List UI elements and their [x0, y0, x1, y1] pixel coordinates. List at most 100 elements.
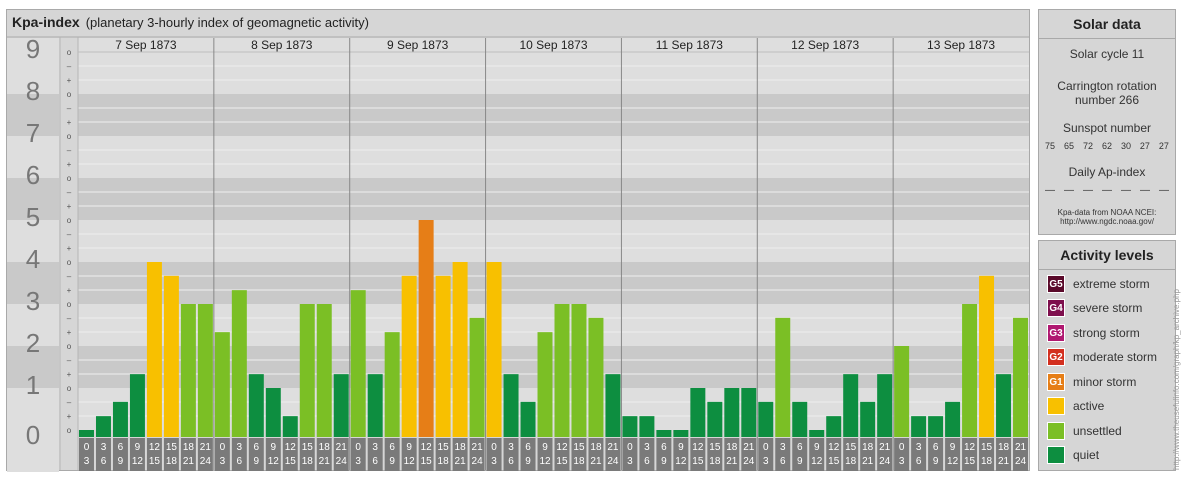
- hour-cell: [231, 438, 247, 471]
- kp-bar: [673, 430, 689, 437]
- sunspot-value: 30: [1120, 141, 1131, 151]
- y-subtick-label: –: [67, 188, 72, 197]
- hour-end-label: 3: [355, 456, 361, 467]
- y-subtick-label: +: [67, 244, 72, 253]
- hour-start-label: 15: [166, 442, 178, 453]
- hour-cell: [163, 438, 179, 471]
- hour-end-label: 15: [421, 456, 433, 467]
- kp-bar: [843, 374, 859, 437]
- hour-start-label: 21: [336, 442, 348, 453]
- hour-start-label: 21: [743, 442, 755, 453]
- hour-end-label: 6: [916, 456, 922, 467]
- legend-label: unsettled: [1073, 424, 1122, 438]
- hour-end-label: 9: [254, 456, 260, 467]
- y-subtick-label: o: [67, 300, 72, 309]
- hour-end-label: 9: [389, 456, 395, 467]
- hour-start-label: 3: [644, 442, 650, 453]
- y-tick-label: 5: [26, 202, 40, 232]
- hour-end-label: 6: [780, 456, 786, 467]
- y-tick-label: 1: [26, 370, 40, 400]
- day-label: 10 Sep 1873: [519, 38, 587, 52]
- hour-start-label: 3: [916, 442, 922, 453]
- sunspot-value: 27: [1139, 141, 1150, 151]
- hour-start-label: 9: [542, 442, 548, 453]
- hour-start-label: 0: [899, 442, 905, 453]
- chart-title: Kpa-index: [12, 14, 80, 30]
- hour-end-label: 12: [539, 456, 551, 467]
- legend-item-unsettled: unsettled: [1047, 421, 1122, 441]
- y-subtick-label: o: [67, 384, 72, 393]
- hour-cell: [911, 438, 927, 471]
- hour-start-label: 9: [271, 442, 277, 453]
- kp-bar: [112, 401, 128, 437]
- hour-end-label: 9: [661, 456, 667, 467]
- hour-cell: [792, 438, 808, 471]
- day-label: 13 Sep 1873: [927, 38, 995, 52]
- hour-end-label: 24: [472, 456, 484, 467]
- hour-cell: [452, 438, 468, 471]
- sunspot-value: 62: [1101, 141, 1112, 151]
- kp-bar: [741, 388, 757, 437]
- ap-value: —: [1045, 185, 1055, 196]
- hour-cell: [129, 438, 145, 471]
- kp-bar: [877, 374, 893, 437]
- hour-cell: [537, 438, 553, 471]
- legend-swatch-g2: G2: [1047, 348, 1065, 366]
- carrington-line2: number 266: [1074, 93, 1140, 107]
- hour-cell: [299, 438, 315, 471]
- hour-end-label: 21: [183, 456, 195, 467]
- y-subtick-label: –: [67, 314, 72, 323]
- y-tick-label: 2: [26, 328, 40, 358]
- legend-label: minor storm: [1073, 375, 1137, 389]
- y-subtick-label: o: [67, 342, 72, 351]
- hour-end-label: 3: [84, 456, 90, 467]
- y-tick-label: 7: [26, 118, 40, 148]
- day-header-band: [78, 38, 1029, 52]
- hour-start-label: 12: [149, 442, 161, 453]
- hour-cell: [282, 438, 298, 471]
- hour-end-label: 12: [811, 456, 823, 467]
- hour-cell: [197, 438, 213, 471]
- hour-end-label: 12: [947, 456, 959, 467]
- legend-item-active: active: [1047, 396, 1104, 416]
- hour-start-label: 21: [607, 442, 619, 453]
- hour-end-label: 21: [319, 456, 331, 467]
- kp-bar: [452, 262, 468, 437]
- legend-label: moderate storm: [1073, 350, 1158, 364]
- hour-end-label: 3: [491, 456, 497, 467]
- hour-end-label: 18: [302, 456, 314, 467]
- kp-bar: [826, 416, 842, 437]
- hour-end-label: 21: [862, 456, 874, 467]
- hour-end-label: 12: [132, 456, 144, 467]
- credit-url: http://www.theusefulinfo.com/graph/kp_ar…: [1172, 289, 1181, 470]
- hour-start-label: 12: [285, 442, 297, 453]
- hour-cell: [384, 438, 400, 471]
- hour-start-label: 15: [573, 442, 585, 453]
- hour-end-label: 9: [797, 456, 803, 467]
- kp-bar: [945, 401, 961, 437]
- hour-end-label: 6: [101, 456, 107, 467]
- hour-start-label: 0: [220, 442, 226, 453]
- legend-label: severe storm: [1073, 301, 1143, 315]
- hour-start-label: 12: [692, 442, 704, 453]
- hour-cell: [673, 438, 689, 471]
- y-subtick-label: o: [67, 216, 72, 225]
- hour-cell: [928, 438, 944, 471]
- hour-end-label: 6: [644, 456, 650, 467]
- kp-bar: [367, 374, 383, 437]
- hour-cell: [809, 438, 825, 471]
- kp-bar: [690, 388, 706, 437]
- y-subtick-label: +: [67, 160, 72, 169]
- y-subtick-label: o: [67, 132, 72, 141]
- hour-start-label: 15: [302, 442, 314, 453]
- kp-bar: [265, 388, 281, 437]
- y-subtick-label: o: [67, 90, 72, 99]
- hour-start-label: 3: [101, 442, 107, 453]
- hour-cell: [996, 438, 1012, 471]
- ap-value: —: [1083, 185, 1093, 196]
- hour-end-label: 3: [627, 456, 633, 467]
- hour-cell: [860, 438, 876, 471]
- kp-bar: [435, 275, 451, 437]
- y-label-band: [7, 136, 59, 178]
